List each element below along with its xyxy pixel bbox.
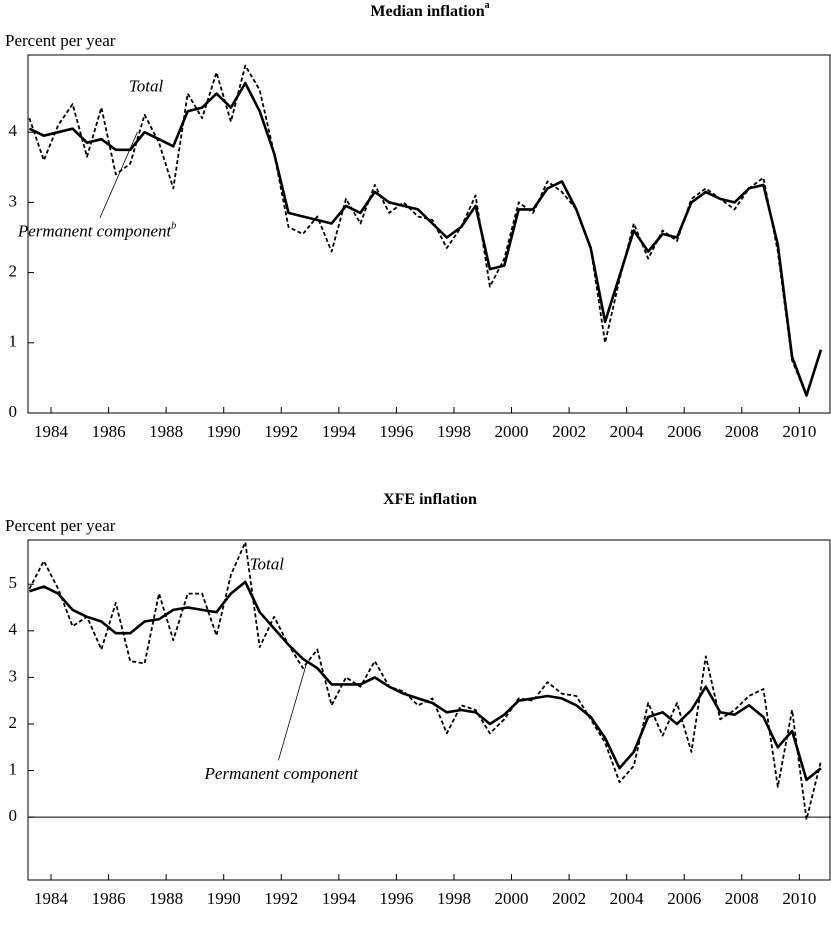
x-tick-label: 2000: [495, 889, 529, 908]
x-tick-label: 1992: [264, 889, 298, 908]
superscript: b: [171, 221, 176, 232]
x-tick-label: 2000: [495, 422, 529, 441]
leader-line: [99, 132, 138, 219]
x-tick-label: 1992: [264, 422, 298, 441]
x-tick-label: 1986: [92, 422, 126, 441]
plot-frame: [27, 54, 831, 414]
x-tick-label: 2002: [552, 889, 586, 908]
series-name: Permanent component: [204, 764, 360, 783]
series-label: Total: [250, 555, 285, 574]
series-label: Total: [129, 76, 164, 95]
y-tick-label: 5: [9, 573, 18, 592]
y-tick-label: 0: [9, 806, 18, 825]
y-tick-label: 4: [9, 620, 18, 639]
x-tick-label: 2004: [610, 422, 645, 441]
x-tick-label: 2006: [667, 422, 701, 441]
leader-line: [278, 660, 308, 761]
series-label: Permanent component: [204, 764, 360, 783]
x-tick-label: 2010: [782, 889, 816, 908]
x-tick-label: 1990: [207, 422, 241, 441]
y-axis-label: Percent per year: [5, 516, 116, 535]
chart-title: Median inflationa: [370, 0, 489, 19]
x-tick-label: 1994: [322, 422, 357, 441]
x-tick-label: 2008: [725, 422, 759, 441]
series-line: [29, 580, 822, 782]
y-tick-label: 3: [9, 191, 18, 210]
y-tick-label: 0: [9, 402, 18, 421]
y-tick-label: 2: [9, 262, 18, 281]
x-tick-label: 1994: [322, 889, 357, 908]
chart-title: XFE inflation: [383, 491, 477, 508]
x-tick-label: 2010: [782, 422, 816, 441]
panel: XFE inflation Percent per year 0 1 2 3 4 5 1984 1…: [5, 491, 831, 908]
panel: Median inflationa Percent per year 0 1 2 3 4 19…: [5, 0, 831, 441]
x-tick-label: 2008: [725, 889, 759, 908]
superscript: a: [485, 0, 490, 11]
y-axis-label: Percent per year: [5, 31, 116, 50]
x-tick-label: 1998: [437, 889, 471, 908]
y-tick-label: 4: [9, 121, 18, 140]
series-name: Permanent component: [17, 222, 173, 241]
x-tick-label: 1996: [379, 889, 413, 908]
series-line: [28, 541, 822, 821]
series-line: [28, 81, 823, 397]
x-tick-label: 1990: [207, 889, 241, 908]
x-tick-label: 1984: [34, 422, 69, 441]
x-tick-label: 2006: [667, 889, 701, 908]
x-tick-label: 1984: [34, 889, 69, 908]
x-tick-label: 2002: [552, 422, 586, 441]
x-tick-label: 1986: [92, 889, 126, 908]
title-text: Median inflation: [370, 3, 484, 20]
x-tick-label: 1998: [437, 422, 471, 441]
y-tick-label: 1: [9, 759, 18, 778]
plot-frame: [27, 539, 831, 881]
x-tick-label: 2004: [610, 889, 645, 908]
series-label: Permanent componentb: [17, 221, 176, 241]
y-tick-label: 3: [9, 666, 18, 685]
y-tick-label: 2: [9, 713, 18, 732]
series-name: Total: [129, 76, 164, 95]
x-tick-label: 1988: [149, 422, 183, 441]
x-tick-label: 1996: [379, 422, 413, 441]
series-name: Total: [250, 555, 285, 574]
x-tick-label: 1988: [149, 889, 183, 908]
y-tick-label: 1: [9, 332, 18, 351]
title-text: XFE inflation: [383, 491, 477, 508]
